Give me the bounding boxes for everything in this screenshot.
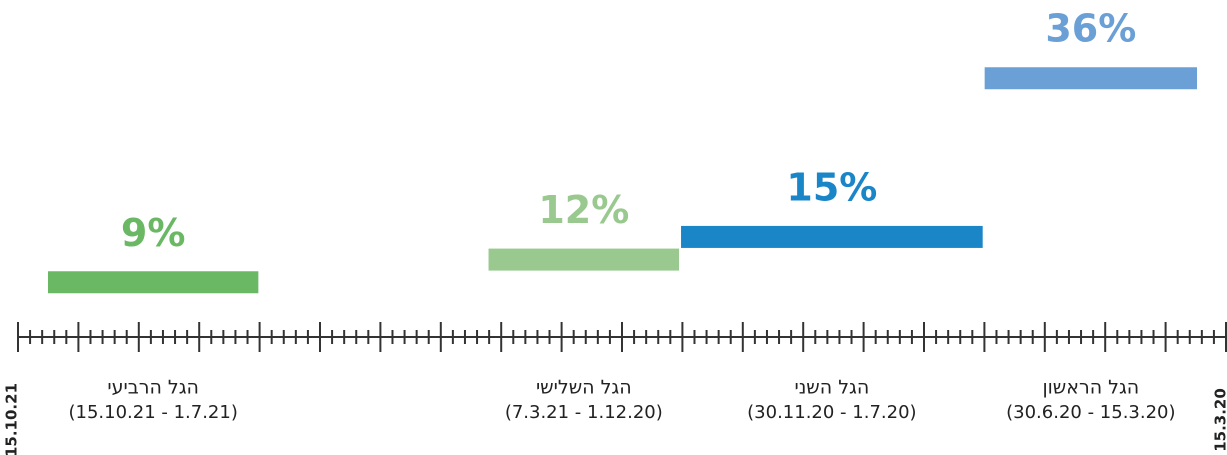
- wave-label: הגל השלישי: [536, 377, 632, 399]
- range-label: (30.6.20 - 15.3.20): [1006, 402, 1175, 423]
- axis-end-label: 15.3.20: [1212, 388, 1227, 452]
- bar: [984, 67, 1197, 90]
- bar: [488, 248, 680, 271]
- range-label: (7.3.21 - 1.12.20): [505, 402, 663, 423]
- range-label: (15.10.21 - 1.7.21): [68, 402, 237, 423]
- axis-end-label: 15.10.21: [3, 383, 21, 455]
- value-label: 9%: [121, 211, 186, 255]
- wave-label: הגל השני: [794, 377, 869, 399]
- bar: [48, 271, 259, 294]
- value-label: 15%: [786, 165, 877, 209]
- wave-label: הגל הרביעי: [107, 377, 199, 399]
- bar: [681, 225, 983, 248]
- wave-label: הגל הראשון: [1042, 377, 1139, 399]
- value-label: 36%: [1045, 7, 1136, 51]
- value-label: 12%: [538, 188, 629, 232]
- range-label: (30.11.20 - 1.7.20): [747, 402, 916, 423]
